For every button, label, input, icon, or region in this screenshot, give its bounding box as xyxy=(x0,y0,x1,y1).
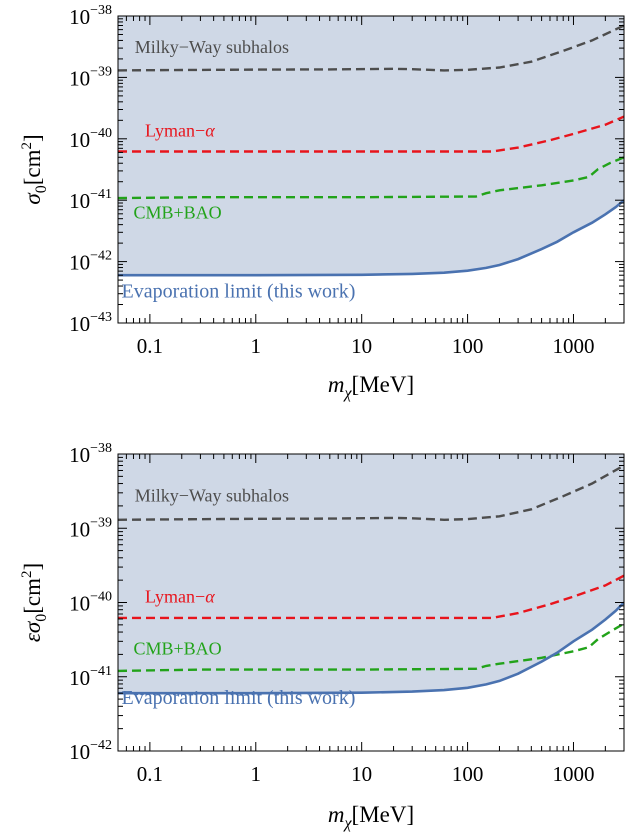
y-tick-exponent: −38 xyxy=(90,3,112,18)
excluded-region xyxy=(118,16,624,276)
y-tick-base: 10 xyxy=(69,66,90,90)
y-tick-base: 10 xyxy=(69,312,90,336)
y-axis-subscript: 0 xyxy=(33,614,50,622)
y-axis-subscript: 0 xyxy=(33,185,50,193)
x-tick-label: 1000 xyxy=(552,762,594,786)
plot-frame xyxy=(117,15,625,324)
series-line-cmb-bao xyxy=(118,622,624,673)
series-label-evaporation-limit-this-work: Evaporation limit (this work) xyxy=(122,281,356,303)
y-axis-superscript: 2 xyxy=(19,571,35,579)
x-axis-title: mχ[MeV] xyxy=(328,372,414,402)
series-line-milky-way-subhalos xyxy=(118,464,624,522)
series-line-evaporation-limit-this-work xyxy=(118,199,624,277)
series-label-lyman: Lyman−α xyxy=(145,120,215,140)
x-axis-unit: [MeV] xyxy=(352,802,415,827)
x-tick-label: 0.1 xyxy=(137,762,163,786)
y-tick-exponent: −42 xyxy=(90,738,112,753)
y-tick-base: 10 xyxy=(69,443,90,467)
y-tick-label: 10−42 xyxy=(69,249,112,275)
y-axis-unit-close: ] xyxy=(20,563,45,571)
x-tick-label: 0.1 xyxy=(137,334,163,358)
plot-area xyxy=(118,16,624,277)
y-tick-exponent: −43 xyxy=(90,310,112,325)
y-tick-exponent: −40 xyxy=(90,126,112,141)
plot-area xyxy=(118,454,624,695)
series-line-evaporation-limit-this-work xyxy=(118,601,624,695)
series-line-milky-way-subhalos xyxy=(118,24,624,72)
y-tick-exponent: −42 xyxy=(90,249,112,264)
y-tick-label: 10−41 xyxy=(69,187,112,213)
series-label-milky-way-subhalos: Milky−Way subhalos xyxy=(135,485,289,505)
series-label-cmb-bao: CMB+BAO xyxy=(133,638,221,658)
x-axis-title: mχ[MeV] xyxy=(328,802,414,832)
series-label-cmb-bao: CMB+BAO xyxy=(133,203,221,223)
upper-panel: 0.1 1 10 100 100010−4310−4210−4110−4010−3910… xyxy=(19,3,625,402)
series-label-greek: α xyxy=(205,120,215,140)
series-label-text: Lyman− xyxy=(145,120,205,140)
y-tick-base: 10 xyxy=(69,5,90,29)
series-label-greek: α xyxy=(205,587,215,607)
x-axis-subscript: χ xyxy=(342,815,352,832)
series-label-milky-way-subhalos: Milky−Way subhalos xyxy=(135,37,289,57)
y-axis-unit: [cm xyxy=(20,578,45,614)
y-tick-label: 10−38 xyxy=(69,3,112,29)
y-tick-label: 10−39 xyxy=(69,515,112,541)
x-tick-label: 100 xyxy=(452,334,484,358)
y-tick-base: 10 xyxy=(69,666,90,690)
x-tick-label: 1 xyxy=(251,762,262,786)
x-tick-label: 10 xyxy=(351,334,372,358)
y-tick-base: 10 xyxy=(69,128,90,152)
y-tick-label: 10−40 xyxy=(69,590,112,616)
y-tick-base: 10 xyxy=(69,251,90,275)
y-tick-label: 10−43 xyxy=(69,310,112,336)
series-line-lyman xyxy=(118,115,624,153)
series-label-evaporation-limit-this-work: Evaporation limit (this work) xyxy=(122,687,356,709)
y-tick-label: 10−38 xyxy=(69,441,112,467)
y-axis-title: εσ0[cm2] xyxy=(19,563,50,642)
y-tick-base: 10 xyxy=(69,189,90,213)
x-axis-unit: [MeV] xyxy=(352,372,415,397)
y-axis-unit-close: ] xyxy=(20,134,45,142)
x-axis-symbol: m xyxy=(328,372,345,397)
y-tick-label: 10−42 xyxy=(69,738,112,764)
y-tick-label: 10−40 xyxy=(69,126,112,152)
y-axis-title: σ0[cm2] xyxy=(19,134,50,204)
x-axis-subscript: χ xyxy=(342,385,352,402)
y-tick-base: 10 xyxy=(69,517,90,541)
y-tick-label: 10−39 xyxy=(69,64,112,90)
lower-panel: 0.1 1 10 100 100010−4210−4110−4010−3910−38mχ… xyxy=(19,441,625,832)
y-tick-base: 10 xyxy=(69,592,90,616)
y-tick-exponent: −40 xyxy=(90,590,112,605)
y-tick-exponent: −39 xyxy=(90,64,112,79)
y-tick-exponent: −39 xyxy=(90,515,112,530)
x-tick-label: 10 xyxy=(351,762,372,786)
y-axis-unit: [cm xyxy=(20,149,45,185)
series-label-lyman: Lyman−α xyxy=(145,587,215,607)
x-axis-symbol: m xyxy=(328,802,345,827)
x-tick-label: 1 xyxy=(251,334,262,358)
y-tick-base: 10 xyxy=(69,740,90,764)
y-axis-superscript: 2 xyxy=(19,142,35,150)
y-tick-exponent: −38 xyxy=(90,441,112,456)
y-tick-exponent: −41 xyxy=(90,664,112,679)
y-tick-exponent: −41 xyxy=(90,187,112,202)
y-tick-label: 10−41 xyxy=(69,664,112,690)
series-label-text: Lyman− xyxy=(145,587,205,607)
y-axis-symbol: εσ xyxy=(20,620,45,642)
series-line-cmb-bao xyxy=(118,156,624,200)
x-tick-label: 1000 xyxy=(552,334,594,358)
y-axis-symbol: σ xyxy=(20,192,45,205)
x-tick-label: 100 xyxy=(452,762,484,786)
excluded-region xyxy=(118,454,624,694)
series-line-lyman xyxy=(118,574,624,620)
